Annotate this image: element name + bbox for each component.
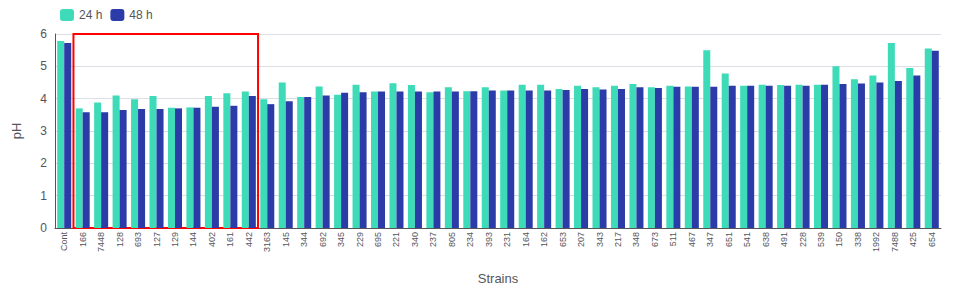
svg-text:221: 221 xyxy=(391,232,401,247)
svg-text:343: 343 xyxy=(595,232,605,247)
svg-text:129: 129 xyxy=(170,232,180,247)
svg-text:425: 425 xyxy=(908,232,918,247)
svg-text:4: 4 xyxy=(40,92,47,106)
svg-text:345: 345 xyxy=(336,232,346,247)
svg-text:128: 128 xyxy=(115,232,125,247)
svg-text:162: 162 xyxy=(539,232,549,247)
svg-text:217: 217 xyxy=(613,232,623,247)
svg-text:207: 207 xyxy=(576,232,586,247)
svg-text:229: 229 xyxy=(355,232,365,247)
svg-text:1992: 1992 xyxy=(871,232,881,252)
svg-text:144: 144 xyxy=(188,232,198,247)
svg-text:338: 338 xyxy=(853,232,863,247)
svg-text:344: 344 xyxy=(299,232,309,247)
svg-text:Cont: Cont xyxy=(59,232,69,252)
svg-text:393: 393 xyxy=(484,232,494,247)
svg-text:pH: pH xyxy=(9,123,24,140)
svg-text:3163: 3163 xyxy=(262,232,272,252)
svg-text:145: 145 xyxy=(281,232,291,247)
svg-text:402: 402 xyxy=(207,232,217,247)
svg-text:638: 638 xyxy=(761,232,771,247)
svg-text:654: 654 xyxy=(927,232,937,247)
svg-text:5: 5 xyxy=(40,59,47,73)
svg-text:695: 695 xyxy=(373,232,383,247)
svg-text:164: 164 xyxy=(521,232,531,247)
svg-text:166: 166 xyxy=(78,232,88,247)
svg-text:Strains: Strains xyxy=(478,271,519,286)
svg-text:653: 653 xyxy=(558,232,568,247)
svg-text:234: 234 xyxy=(465,232,475,247)
svg-text:161: 161 xyxy=(225,232,235,247)
svg-text:150: 150 xyxy=(834,232,844,247)
svg-text:0: 0 xyxy=(40,221,47,235)
svg-text:651: 651 xyxy=(724,232,734,247)
svg-text:24 h: 24 h xyxy=(79,8,102,22)
svg-text:348: 348 xyxy=(631,232,641,247)
svg-text:340: 340 xyxy=(410,232,420,247)
svg-text:541: 541 xyxy=(742,232,752,247)
svg-text:2: 2 xyxy=(40,156,47,170)
svg-text:511: 511 xyxy=(668,232,678,246)
svg-text:127: 127 xyxy=(152,232,162,247)
svg-text:693: 693 xyxy=(133,232,143,247)
svg-text:48 h: 48 h xyxy=(129,8,152,22)
svg-text:539: 539 xyxy=(816,232,826,247)
svg-text:347: 347 xyxy=(705,232,715,247)
svg-text:228: 228 xyxy=(798,232,808,247)
svg-text:673: 673 xyxy=(650,232,660,247)
svg-text:3: 3 xyxy=(40,124,47,138)
svg-text:231: 231 xyxy=(502,232,512,247)
svg-text:237: 237 xyxy=(428,232,438,247)
svg-text:7488: 7488 xyxy=(890,232,900,252)
svg-text:491: 491 xyxy=(779,232,789,247)
svg-text:467: 467 xyxy=(687,232,697,247)
svg-text:692: 692 xyxy=(318,232,328,247)
svg-text:1: 1 xyxy=(40,189,47,203)
svg-text:442: 442 xyxy=(244,232,254,247)
svg-text:805: 805 xyxy=(447,232,457,247)
svg-text:6: 6 xyxy=(40,27,47,41)
svg-text:7448: 7448 xyxy=(96,232,106,252)
